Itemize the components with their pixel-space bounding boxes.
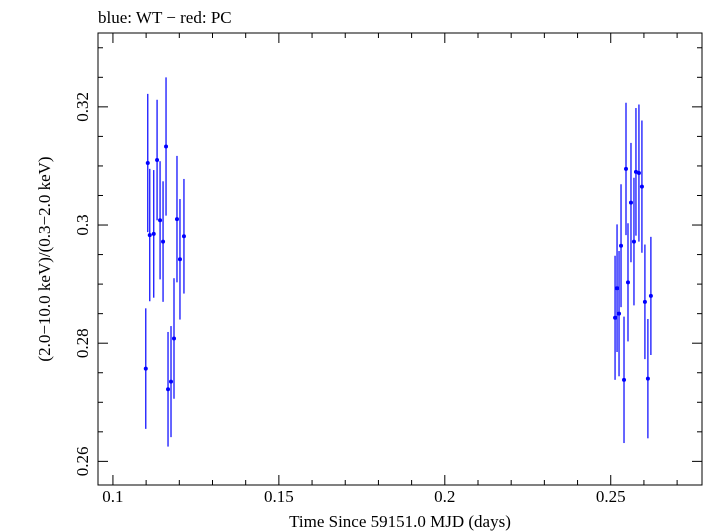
data-point xyxy=(619,243,624,248)
data-point xyxy=(161,239,166,244)
data-point xyxy=(155,158,160,163)
data-point xyxy=(648,293,653,298)
data-point xyxy=(145,160,150,165)
x-axis: 0.1 0.15 0.2 0.25 xyxy=(102,33,678,506)
data-point xyxy=(622,377,627,382)
data-point xyxy=(615,286,620,291)
data-point xyxy=(625,280,630,285)
data-point xyxy=(181,234,186,239)
y-axis: 0.26 0.28 0.3 0.32 xyxy=(73,47,702,476)
x-tick-label: 0.1 xyxy=(102,487,123,506)
data-point xyxy=(147,233,152,238)
y-tick-label: 0.32 xyxy=(73,92,92,122)
chart-title: blue: WT − red: PC xyxy=(98,8,232,27)
data-point xyxy=(645,376,650,381)
data-point xyxy=(158,218,163,223)
x-tick-label: 0.2 xyxy=(434,487,455,506)
y-axis-label: (2.0−10.0 keV)/(0.3−2.0 keV) xyxy=(35,156,54,361)
y-tick-label: 0.26 xyxy=(73,446,92,476)
y-tick-label: 0.3 xyxy=(73,214,92,235)
x-tick-label: 0.15 xyxy=(264,487,294,506)
data-point xyxy=(177,257,182,262)
data-point xyxy=(169,379,174,384)
data-point xyxy=(624,166,629,171)
data-point xyxy=(613,315,618,320)
data-point xyxy=(151,231,156,236)
data-point xyxy=(174,217,179,222)
data-point xyxy=(143,366,148,371)
series-layer xyxy=(143,77,653,447)
data-point xyxy=(628,200,633,205)
data-point xyxy=(639,184,644,189)
data-point xyxy=(642,299,647,304)
data-point xyxy=(636,171,641,176)
data-point xyxy=(617,311,622,316)
data-point xyxy=(631,239,636,244)
x-axis-label: Time Since 59151.0 MJD (days) xyxy=(289,512,511,531)
plot-frame xyxy=(97,32,703,486)
data-point xyxy=(164,144,169,149)
x-tick-label: 0.25 xyxy=(596,487,626,506)
data-point xyxy=(171,336,176,341)
data-point xyxy=(166,387,171,392)
y-tick-label: 0.28 xyxy=(73,328,92,358)
